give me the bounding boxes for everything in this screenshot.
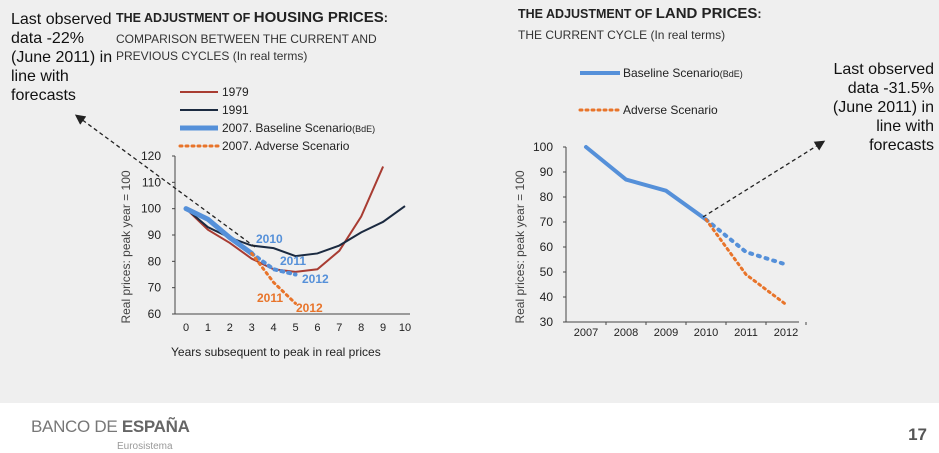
- housing-x-tick-label: 4: [271, 322, 277, 334]
- land-x-tick-label: 2010: [694, 327, 718, 339]
- housing-legend-label: 2007. Baseline Scenario(BdE): [222, 121, 375, 135]
- housing-subtitle-line2: PREVIOUS CYCLES: [116, 49, 230, 63]
- housing-chart-title: THE ADJUSTMENT OF HOUSING PRICES:: [116, 9, 388, 26]
- land-chart: 30 40 50 60 70 80 90 100 2007 2008 2009 2010 2011 201…: [513, 66, 807, 339]
- banco-de-espana-logo: BANCO DE ESPAÑA: [31, 417, 190, 437]
- land-baseline-forecast: [704, 217, 788, 267]
- housing-y-tick-label: 90: [148, 228, 162, 242]
- land-x-tick-label: 2008: [614, 327, 638, 339]
- housing-y-tick-label: 100: [141, 202, 161, 216]
- housing-chart-subtitle: COMPARISON BETWEEN THE CURRENT AND PREVI…: [116, 31, 377, 65]
- housing-x-tick-label: 0: [183, 322, 189, 334]
- footer: [0, 403, 939, 453]
- land-y-axis-label: Real prices: peak year = 100: [513, 170, 527, 323]
- land-y-tick-label: 50: [540, 265, 554, 279]
- series-2007-baseline-line: [183, 206, 255, 256]
- land-y-tick-label: 60: [540, 240, 554, 254]
- housing-subtitle-note: (In real terms): [229, 49, 308, 63]
- land-adverse-line: [704, 218, 788, 306]
- housing-legend-label: 1991: [222, 103, 249, 117]
- land-legend-sup: (BdE): [720, 69, 743, 79]
- housing-data-label: 2011: [280, 254, 306, 268]
- housing-data-label: 2012: [302, 272, 329, 286]
- land-subtitle-note: (In real terms): [647, 28, 726, 42]
- land-title-colon: :: [757, 7, 762, 21]
- housing-x-tick-label: 2: [227, 322, 233, 334]
- housing-y-tick-label: 80: [148, 254, 162, 268]
- housing-title-colon: :: [383, 11, 388, 25]
- brand-bold: ESPAÑA: [121, 417, 190, 436]
- housing-y-tick-label: 110: [142, 175, 161, 189]
- land-y-tick-label: 100: [533, 140, 553, 154]
- land-x-tick-label: 2012: [774, 327, 798, 339]
- right-annotation: Last observed data -31.5% (June 2011) in…: [832, 61, 934, 154]
- housing-subtitle-line1: COMPARISON BETWEEN THE CURRENT AND: [116, 32, 377, 46]
- land-y-tick-label: 90: [540, 165, 554, 179]
- housing-data-label: 2011: [257, 291, 283, 305]
- housing-y-tick-label: 70: [148, 281, 162, 295]
- housing-legend-label: 2007. Adverse Scenario: [222, 139, 350, 153]
- housing-x-tick-label: 3: [249, 322, 255, 334]
- housing-x-tick-label: 9: [380, 322, 386, 334]
- land-title-prefix: THE ADJUSTMENT OF: [518, 7, 656, 21]
- housing-x-tick-label: 7: [336, 322, 342, 334]
- housing-y-tick-label: 60: [148, 307, 162, 321]
- housing-x-axis-label: Years subsequent to peak in real prices: [171, 345, 381, 359]
- housing-x-tick-label: 6: [314, 322, 320, 334]
- housing-chart: 60 70 80 90 100 110 120 0 1 2 3 4 5 6 7 8 9 10 Years subse…: [119, 85, 411, 359]
- land-chart-subtitle: THE CURRENT CYCLE (In real terms): [518, 27, 725, 44]
- land-x-tick-label: 2011: [734, 327, 758, 339]
- housing-y-tick-label: 120: [141, 149, 161, 163]
- land-legend-label: Adverse Scenario: [623, 103, 718, 117]
- land-legend-label: Baseline Scenario(BdE): [623, 66, 743, 80]
- land-chart-title: THE ADJUSTMENT OF LAND PRICES:: [518, 5, 762, 22]
- slide-background: [0, 0, 939, 403]
- left-annotation: Last observed data -22% (June 2011) in l…: [11, 11, 113, 104]
- land-title-main: LAND PRICES: [655, 5, 758, 22]
- series-2007-adverse-line: [250, 251, 297, 305]
- housing-title-prefix: THE ADJUSTMENT OF: [116, 11, 254, 25]
- housing-legend-sup: (BdE): [352, 124, 375, 134]
- brand-subtitle: Eurosistema: [117, 441, 173, 452]
- left-annotation-arrow: [74, 114, 256, 248]
- land-y-tick-label: 70: [540, 215, 554, 229]
- land-y-tick-label: 40: [540, 290, 554, 304]
- housing-x-tick-label: 10: [399, 322, 411, 334]
- land-y-tick-label: 30: [540, 315, 554, 329]
- series-2007-baseline-forecast: [249, 251, 298, 277]
- housing-x-tick-label: 8: [358, 322, 364, 334]
- housing-data-label: 2012: [296, 301, 323, 315]
- right-annotation-arrow: [702, 140, 826, 218]
- land-x-tick-label: 2007: [574, 327, 598, 339]
- housing-legend-label: 1979: [222, 85, 249, 99]
- charts-canvas: 60 70 80 90 100 110 120 0 1 2 3 4 5 6 7 8 9 10 Years subse…: [74, 66, 826, 359]
- land-baseline-line: [584, 145, 708, 222]
- brand-light: BANCO DE: [31, 417, 122, 436]
- housing-x-tick-label: 5: [292, 322, 298, 334]
- page-number: 17: [908, 425, 927, 444]
- housing-data-label: 2010: [256, 232, 283, 246]
- housing-x-tick-label: 1: [205, 322, 211, 334]
- land-y-tick-label: 80: [540, 190, 554, 204]
- housing-title-main: HOUSING PRICES: [253, 9, 384, 26]
- housing-y-axis-label: Real prices: peak year = 100: [119, 170, 133, 323]
- land-x-tick-label: 2009: [654, 327, 678, 339]
- land-subtitle-main: THE CURRENT CYCLE: [518, 28, 648, 42]
